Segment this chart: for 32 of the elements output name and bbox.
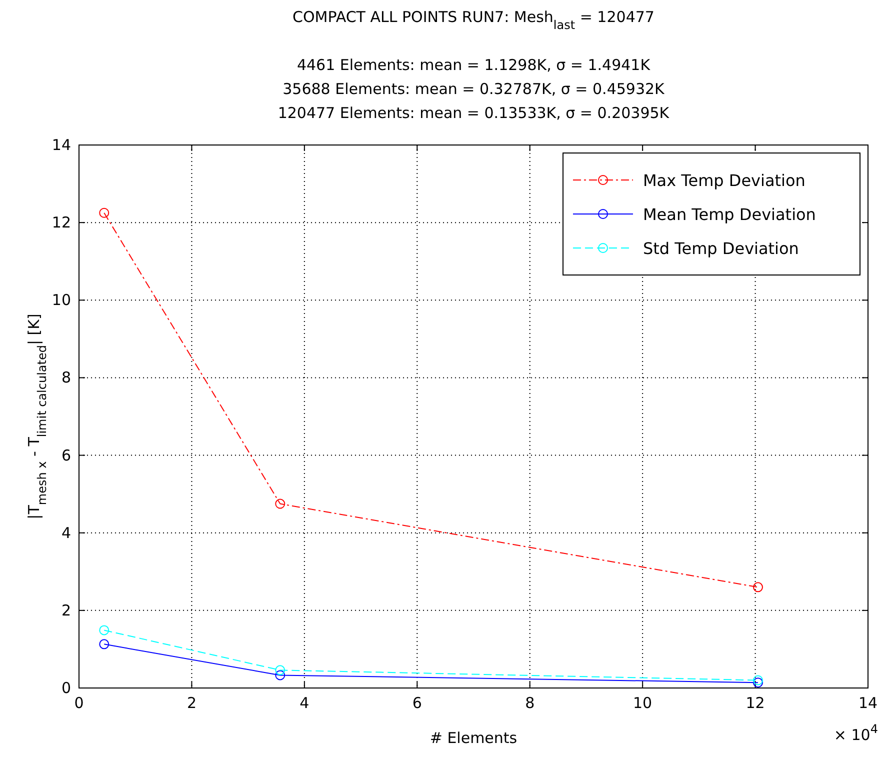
legend-label: Mean Temp Deviation <box>643 205 816 224</box>
x-tick-label: 2 <box>186 694 196 712</box>
point <box>275 670 286 680</box>
point <box>275 498 286 509</box>
point <box>99 208 110 218</box>
y-tick-label: 2 <box>61 601 71 620</box>
legend-label: Std Temp Deviation <box>643 239 799 258</box>
x-axis-title: # Elements <box>430 729 518 747</box>
y-tick-label: 4 <box>61 524 71 542</box>
point <box>99 625 110 636</box>
point <box>99 639 110 650</box>
y-tick-label: 0 <box>61 679 71 697</box>
x-tick-label: 0 <box>74 694 84 712</box>
x-tick-label: 14 <box>858 694 878 712</box>
legend-label: Max Temp Deviation <box>643 171 806 190</box>
text: × 10$^{4}$ <box>834 722 878 744</box>
y-tick-label: 14 <box>52 136 71 154</box>
point <box>275 665 286 676</box>
chart-subtitle: 4461 Elements: mean = 1.1298K, σ = 1.4941K 35688 Elements: mean = 0.32787K, σ = 0.45932K 120477 Elements: mean = 0.13533K, σ = 0.20395K <box>278 56 670 122</box>
x-tick-label: 10 <box>633 694 652 712</box>
y-tick-label: 8 <box>61 368 71 387</box>
point <box>752 675 763 686</box>
point <box>752 678 763 688</box>
x-tick-label: 8 <box>525 694 535 712</box>
y-tick-label: 10 <box>52 291 71 310</box>
point <box>752 582 763 592</box>
x-tick-label: 12 <box>746 694 765 712</box>
chart-title: COMPACT ALL POINTS RUN7: Mesh$_{last}$ = 120477 <box>292 8 654 32</box>
x-tick-label: 6 <box>412 694 422 712</box>
y-tick-label: 6 <box>61 446 71 464</box>
y-tick-label: 12 <box>52 214 71 232</box>
x-tick-label: 4 <box>300 694 310 712</box>
